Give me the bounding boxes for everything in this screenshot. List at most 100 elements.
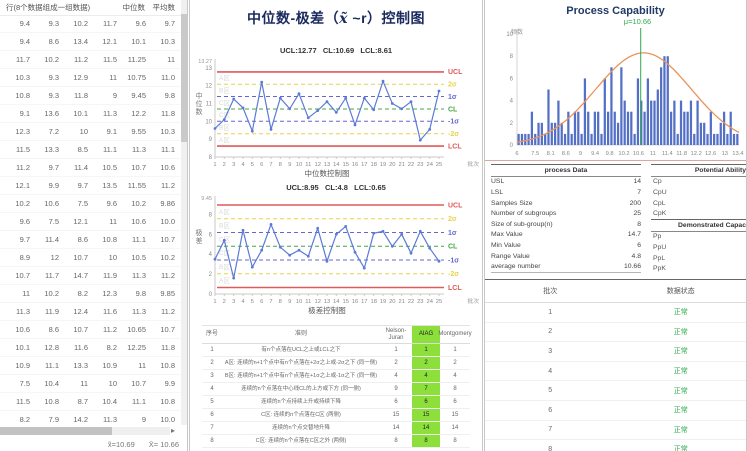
group-column-header: 行(8个数据组成一组数据) — [6, 3, 91, 12]
table-row[interactable]: 10.6 8.6 10.7 11.2 10.65 10.7 — [0, 321, 187, 339]
table-row[interactable]: 8.2 7.9 14.2 11.3 9 10.0 — [0, 411, 187, 425]
table-row[interactable]: 8.9 12 10.7 10 10.5 10.2 — [0, 249, 187, 267]
scroll-right-icon[interactable]: ▸ — [171, 426, 176, 435]
vertical-scrollbar-thumb[interactable] — [181, 14, 187, 142]
table-row[interactable]: 9.4 8.6 13.4 12.1 10.1 10.3 — [0, 33, 187, 51]
table-cell: 11.5 — [102, 55, 117, 64]
data-point — [297, 92, 301, 96]
x-tick-label: 13 — [324, 299, 330, 305]
table-row[interactable]: 11.2 9.7 11.4 10.5 10.7 10.6 — [0, 159, 187, 177]
x-tick-label: 12 — [314, 299, 320, 305]
median-control-chart: 中位数 A区 B区 C区 C区 B区 A区 UCL 2σ 1σ CL -1σ -2σ LCL 13.27 1… — [191, 56, 482, 178]
rules-cell: 5 — [210, 398, 214, 405]
x-tick-label: 12.2 — [691, 151, 702, 157]
table-row[interactable]: 10.7 11.7 14.7 11.9 11.3 11.2 — [0, 267, 187, 285]
table-cell: 10.8 — [15, 91, 30, 100]
data-point — [297, 248, 301, 252]
table-row[interactable]: 7.5 10.4 11 10 10.7 9.9 — [0, 375, 187, 393]
table-cell: 11.6 — [102, 307, 117, 316]
rules-cell: 2 — [394, 359, 398, 366]
y-tick-label: 0 — [209, 292, 213, 298]
table-cell: 9.9 — [164, 379, 175, 388]
y-tick-label: 2 — [510, 121, 514, 127]
table-row[interactable]: 10.1 12.8 11.6 8.2 12.25 11.8 — [0, 339, 187, 357]
table-cell: 11.9 — [44, 307, 59, 316]
table-row[interactable]: 11.5 10.8 8.7 10.4 11.1 10.8 — [0, 393, 187, 411]
table-cell: 13.5 — [102, 181, 117, 190]
y-tick-label: 11 — [206, 102, 213, 108]
table-cell: 11.3 — [102, 109, 117, 118]
histogram-bar — [600, 133, 603, 145]
table-row[interactable]: 11.5 13.3 8.5 11.1 11.3 11.1 — [0, 141, 187, 159]
table-row[interactable]: 11 10.2 8.2 12.3 9.8 9.85 — [0, 285, 187, 303]
horizontal-scrollbar-thumb[interactable] — [0, 427, 112, 435]
histogram-bar — [722, 111, 726, 145]
table-row[interactable]: 12.1 9.9 9.7 13.5 11.55 11.2 — [0, 177, 187, 195]
histogram-bar — [653, 100, 656, 145]
table-cell: 10.3 — [160, 127, 175, 136]
x-tick-label: 25 — [436, 162, 442, 168]
y-tick-label: 8 — [209, 212, 213, 218]
histogram-bar — [520, 133, 524, 145]
table-cell: 9.1 — [19, 109, 30, 118]
histogram-bar — [703, 122, 706, 145]
x-tick-label: 11 — [305, 162, 311, 168]
table-cell: 11.5 — [15, 397, 30, 406]
table-row[interactable]: 10.3 9.3 12.9 11 10.75 11.0 — [0, 69, 187, 87]
table-cell: 11.8 — [160, 109, 175, 118]
table-row[interactable]: 10.2 10.6 7.5 9.6 10.2 9.86 — [0, 195, 187, 213]
data-point — [409, 100, 413, 104]
process-data-right: Potential Ability Cp CpU CpL CpK Demonstrated… — [651, 164, 746, 274]
zone-label: A区 — [219, 208, 230, 216]
median-column-header: 中位数 — [122, 3, 146, 12]
status-badge: 正常 — [673, 426, 688, 434]
process-data-header: process Data — [491, 164, 641, 177]
table-row[interactable]: 11.3 11.9 12.4 11.6 11.3 11.2 — [0, 303, 187, 321]
rules-cell: 15 — [392, 411, 400, 418]
table-row[interactable]: 10.9 11.1 13.3 10.9 11 10.8 — [0, 357, 187, 375]
table-row[interactable]: 9.4 9.3 10.2 11.7 9.6 9.7 — [0, 15, 187, 33]
data-point — [260, 248, 264, 252]
table-row[interactable]: 9.7 11.4 8.6 10.8 11.1 10.7 — [0, 231, 187, 249]
limit-label: UCL — [448, 69, 463, 76]
histogram-bar — [706, 133, 709, 145]
table-cell: 13.6 — [44, 109, 59, 118]
x-tick-label: 10.2 — [618, 151, 629, 157]
x-tick-label: 7.5 — [531, 151, 539, 157]
table-row[interactable]: 9.6 7.5 12.1 11 10.6 10.0 — [0, 213, 187, 231]
table-row[interactable]: 12.3 7.2 10 9.1 9.55 10.3 — [0, 123, 187, 141]
histogram-bar — [553, 122, 557, 145]
histogram-bar — [623, 100, 626, 145]
data-table-body: 9.4 9.3 10.2 11.7 9.6 9.7 9.4 8.6 13.4 12.1 10.1 10… — [0, 15, 187, 425]
limit-label: CL — [448, 244, 458, 251]
page-title: 中位数-极差（x̃ ~r）控制图 — [246, 10, 426, 27]
rules-cell: 6 — [210, 411, 214, 418]
table-cell: 10.9 — [15, 361, 30, 370]
histogram-bar — [597, 111, 600, 145]
table-cell: 11.1 — [102, 145, 117, 154]
table-cell: 10.6 — [131, 217, 146, 226]
histogram-bar — [570, 133, 573, 145]
y-tick-label: 12 — [205, 84, 212, 90]
horizontal-scrollbar[interactable]: ▸ — [0, 426, 175, 435]
histogram-bar — [716, 133, 719, 145]
data-point — [306, 254, 310, 258]
x-tick-label: 15 — [342, 299, 348, 305]
data-point — [372, 231, 376, 235]
table-row[interactable]: 11.7 10.2 11.2 11.5 11.25 11 — [0, 51, 187, 69]
table-cell: 11 — [109, 73, 117, 82]
capability-panel: Process Capability μ=10.66 10 8 6 4 2 0 6 7.5 8.… — [485, 0, 747, 451]
x-axis-end-label: 批次 — [467, 297, 479, 305]
table-cell: 12.25 — [127, 343, 146, 352]
table-cell: 10.6 — [44, 199, 59, 208]
histogram-bar — [656, 89, 659, 145]
x-tick-label: 25 — [436, 299, 442, 305]
table-cell: 7.5 — [19, 379, 30, 388]
table-cell: 9.3 — [48, 91, 59, 100]
table-row[interactable]: 10.8 9.3 11.8 9 9.45 9.8 — [0, 87, 187, 105]
x-tick-label: 2 — [223, 162, 226, 168]
table-cell: 10.1 — [15, 343, 30, 352]
median-stat: x̃=10.69 — [107, 440, 135, 449]
vertical-scrollbar[interactable] — [181, 0, 187, 425]
table-row[interactable]: 9.1 13.6 10.1 11.3 12.2 11.8 — [0, 105, 187, 123]
